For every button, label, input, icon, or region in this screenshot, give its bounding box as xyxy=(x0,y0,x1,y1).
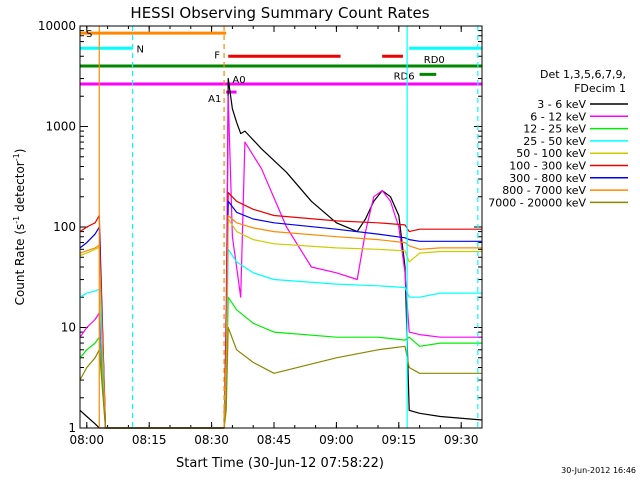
footer-timestamp: 30-Jun-2012 16:46 xyxy=(561,466,636,475)
x-tick-label: 08:30 xyxy=(194,433,229,447)
flag-label-a0: A0 xyxy=(232,75,245,86)
flag-label-f: F xyxy=(214,50,220,61)
y-tick-label: 10000 xyxy=(38,19,76,33)
series-line-7 xyxy=(79,200,482,429)
legend-label: 7000 - 20000 keV xyxy=(488,196,586,209)
x-tick-label: 09:00 xyxy=(319,433,354,447)
legend-label: 3 - 6 keV xyxy=(537,98,586,111)
x-tick-label: 08:45 xyxy=(257,433,292,447)
flag-label-s: S xyxy=(86,29,92,40)
legend-label: 50 - 100 keV xyxy=(516,147,586,160)
flag-label-n: N xyxy=(137,44,144,55)
chart-title: HESSI Observing Summary Count Rates xyxy=(130,4,429,22)
x-axis-label: Start Time (30-Jun-12 07:58:22) xyxy=(176,456,384,471)
legend-label: 300 - 800 keV xyxy=(509,172,586,185)
x-tick-label: 09:15 xyxy=(382,433,417,447)
legend-header-2: FDecim 1 xyxy=(574,82,626,95)
series-line-8 xyxy=(79,214,482,429)
flag-label-rd6: RD6 xyxy=(394,71,415,82)
series-line-5 xyxy=(79,218,482,429)
y-axis-label: Count Rate (s-1 detector-1) xyxy=(12,149,27,306)
x-tick-label: 09:30 xyxy=(444,433,479,447)
y-label-exp-2: -1 xyxy=(12,153,21,161)
plot-frame xyxy=(79,25,483,429)
y-label-part-1: Count Rate (s xyxy=(13,224,27,306)
flag-label-a1: A1 xyxy=(208,94,221,105)
y-tick-label: 1000 xyxy=(45,120,76,134)
axes-layer: 08:00 08:15 08:30 08:45 09:00 09:15 09:30 1 10 10… xyxy=(38,19,483,447)
legend-label: 12 - 25 keV xyxy=(523,123,586,136)
legend-label: 800 - 7000 keV xyxy=(502,184,586,197)
y-tick-label: 1 xyxy=(68,421,76,435)
series-line-3 xyxy=(79,296,482,429)
series-line-9 xyxy=(79,326,482,429)
flags-layer: S N F RD0 RD6 A0 A1 xyxy=(80,29,482,105)
y-tick-label: 10 xyxy=(61,321,76,335)
legend-label: 6 - 12 keV xyxy=(530,110,586,123)
y-label-exp-1: -1 xyxy=(12,216,21,224)
legend-label: 100 - 300 keV xyxy=(509,160,586,173)
markers-layer xyxy=(98,26,479,428)
series-line-6 xyxy=(79,192,482,429)
y-label-part-2: detector xyxy=(13,161,27,216)
x-tick-label: 08:00 xyxy=(69,433,104,447)
series-line-4 xyxy=(79,248,482,429)
legend-label: 25 - 50 keV xyxy=(523,135,586,148)
x-tick-label: 08:15 xyxy=(132,433,167,447)
flag-label-rd0: RD0 xyxy=(424,55,445,66)
y-tick-label: 100 xyxy=(53,220,76,234)
y-label-part-3: ) xyxy=(13,149,27,154)
legend-header-1: Det 1,3,5,6,7,9, xyxy=(540,68,626,81)
